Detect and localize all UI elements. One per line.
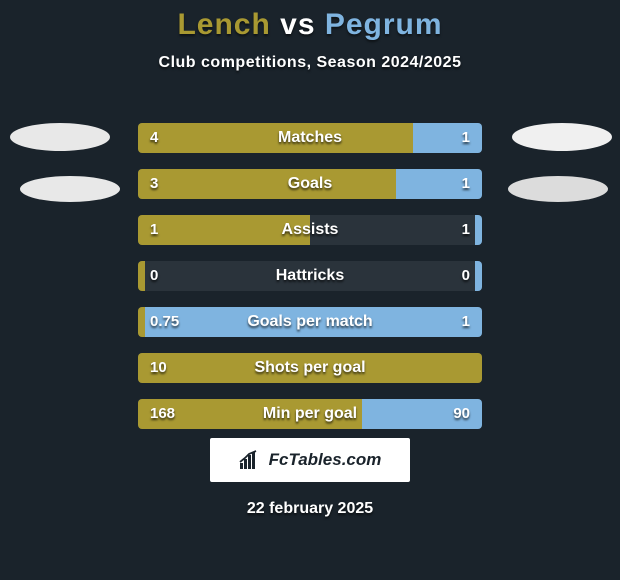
stat-row: 0 0Hattricks <box>138 261 482 291</box>
team-a-badge-placeholder-2 <box>20 176 120 202</box>
team-a-badge-placeholder-1 <box>10 123 110 151</box>
stat-fill-a <box>138 215 310 245</box>
player-a-name: Lench <box>177 8 270 41</box>
stat-fill-b <box>145 307 482 337</box>
stat-fill-b <box>475 261 482 291</box>
stat-value-a: 4 <box>150 123 158 153</box>
stat-fill-a <box>138 307 145 337</box>
stat-value-b: 1 <box>462 215 470 245</box>
stat-value-a: 0 <box>150 261 158 291</box>
stat-value-b: 90 <box>453 399 470 429</box>
stat-fill-a <box>138 123 413 153</box>
stat-value-b: 1 <box>462 307 470 337</box>
stat-value-b: 1 <box>462 169 470 199</box>
stat-row: 10Shots per goal <box>138 353 482 383</box>
stat-fill-b <box>413 123 482 153</box>
stat-row: 0.751Goals per match <box>138 307 482 337</box>
vs-separator: vs <box>280 8 315 41</box>
team-b-badge-placeholder-2 <box>508 176 608 202</box>
stat-bars-container: 41Matches31Goals11Assists00Hattricks0.75… <box>138 123 482 445</box>
subtitle: Club competitions, Season 2024/2025 <box>0 54 620 72</box>
stat-label: Hattricks <box>138 261 482 291</box>
player-b-name: Pegrum <box>325 8 443 41</box>
stat-row: 16890Min per goal <box>138 399 482 429</box>
stat-value-a: 168 <box>150 399 175 429</box>
stat-value-a: 3 <box>150 169 158 199</box>
stat-row: 41Matches <box>138 123 482 153</box>
stat-value-a: 10 <box>150 353 167 383</box>
snapshot-date: 22 february 2025 <box>0 500 620 518</box>
brand-text: FcTables.com <box>269 450 382 470</box>
comparison-title: Lench vs Pegrum <box>0 0 620 42</box>
stat-fill-a <box>138 353 482 383</box>
stat-value-a: 0.75 <box>150 307 179 337</box>
stat-fill-a <box>138 169 396 199</box>
brand-badge: FcTables.com <box>210 438 410 482</box>
stat-value-a: 1 <box>150 215 158 245</box>
stat-value-b: 1 <box>462 123 470 153</box>
stat-row: 11Assists <box>138 215 482 245</box>
stat-row: 31Goals <box>138 169 482 199</box>
stat-value-b: 0 <box>462 261 470 291</box>
stat-fill-a <box>138 261 145 291</box>
stat-fill-b <box>475 215 482 245</box>
bars-icon <box>239 449 263 471</box>
team-b-badge-placeholder-1 <box>512 123 612 151</box>
